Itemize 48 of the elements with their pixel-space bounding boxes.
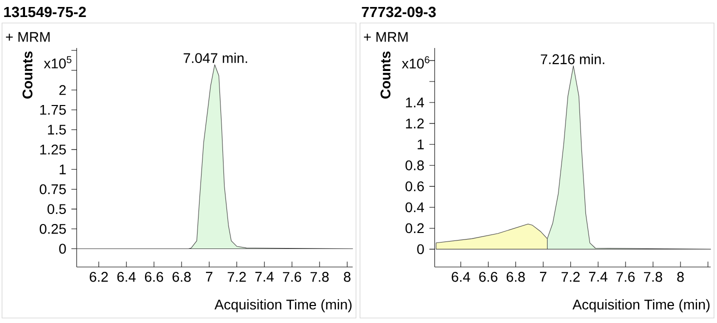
chart-title: 77732-09-3 <box>362 6 436 18</box>
chart-subtitle: + MRM <box>364 32 408 42</box>
x-tick-label: 7.6 <box>282 272 302 282</box>
y-tick-label: 0.2 <box>406 223 424 234</box>
text: x10$^{5}$ <box>44 56 72 68</box>
x-tick-label: 7.6 <box>616 272 635 282</box>
x-tick-label: 6.6 <box>144 272 164 282</box>
y-tick-label: 1.2 <box>406 118 424 128</box>
y-tick-label: 0 <box>59 244 66 254</box>
x-tick-label: 6.6 <box>479 272 498 282</box>
x-axis-title: Acquisition Time (min) <box>214 299 352 312</box>
y-tick-label: 0 <box>417 244 424 254</box>
y-tick-label: 1.5 <box>48 124 66 135</box>
x-tick-label: 8 <box>677 272 684 282</box>
x-axis-title: Acquisition Time (min) <box>572 299 710 312</box>
x-tick-label: 7.2 <box>228 272 246 282</box>
x-tick-label: 7.8 <box>644 272 662 282</box>
x-tick-label: 8 <box>344 272 350 282</box>
y-tick-label: 1.4 <box>406 98 424 108</box>
chart-subtitle: + MRM <box>6 32 50 42</box>
y-tick-label: 1.75 <box>40 105 66 115</box>
x-tick-label: 6.4 <box>452 272 470 282</box>
y-tick-label: 0.4 <box>406 202 424 212</box>
y-tick-label: 1.25 <box>40 144 66 155</box>
x-tick-label: 7.8 <box>310 272 329 282</box>
x-tick-label: 7.4 <box>589 272 608 282</box>
x-tick-label: 6.8 <box>506 272 525 282</box>
annotation: 7.047 min. <box>184 52 248 64</box>
annotation: 7.216 min. <box>540 54 604 64</box>
x-tick-label: 7 <box>206 272 212 282</box>
y-tick-label: 2 <box>59 85 66 95</box>
x-tick-label: 7.2 <box>562 272 580 282</box>
chart-title: 131549-75-2 <box>4 6 86 18</box>
text: x10$^{6}$ <box>402 56 430 69</box>
y-axis-title: Counts <box>380 51 390 99</box>
y-tick-label: 0.25 <box>40 224 66 234</box>
y-tick-label: 0.8 <box>406 160 424 170</box>
y-axis-title: Counts <box>22 51 32 99</box>
x-tick-label: 7.4 <box>255 272 274 282</box>
y-tick-label: 0.6 <box>406 181 424 192</box>
y-tick-label: 1 <box>418 140 424 150</box>
x-tick-label: 6.4 <box>117 272 136 282</box>
y-tick-label: 1 <box>60 164 66 174</box>
x-tick-label: 6.2 <box>90 272 108 282</box>
y-tick-label: 0.5 <box>48 204 66 214</box>
y-tick-label: 0.75 <box>40 184 66 194</box>
x-tick-label: 7 <box>540 272 546 282</box>
x-tick-label: 6.8 <box>172 272 191 282</box>
